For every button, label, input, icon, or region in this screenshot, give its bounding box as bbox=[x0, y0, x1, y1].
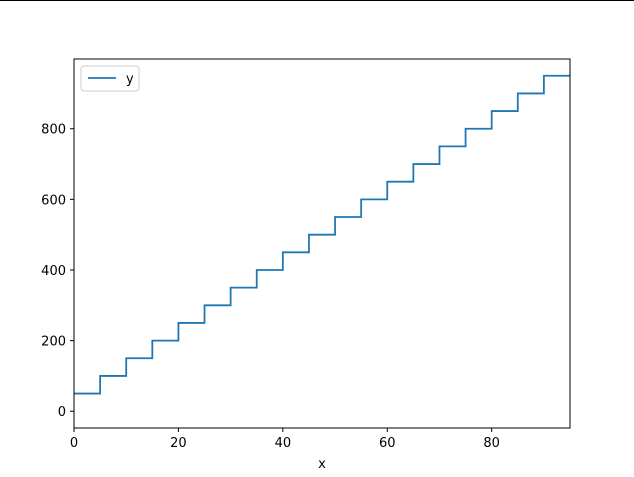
axes-frame bbox=[73, 58, 571, 429]
x-axis-label: x bbox=[318, 457, 326, 472]
y-tick-label: 200 bbox=[41, 335, 66, 350]
y-tick-label: 800 bbox=[41, 123, 66, 138]
series-layer bbox=[74, 74, 570, 395]
y-tick-label: 0 bbox=[58, 405, 66, 420]
top-border-line bbox=[0, 0, 634, 1]
x-tick-label: 20 bbox=[170, 436, 187, 451]
y-tick-label: 400 bbox=[41, 264, 66, 279]
x-tick-label: 0 bbox=[70, 436, 78, 451]
y-tick-label: 600 bbox=[41, 193, 66, 208]
plot-area bbox=[74, 59, 570, 428]
axes-layer bbox=[73, 58, 571, 429]
x-tick-label: 40 bbox=[275, 436, 292, 451]
legend-label: y bbox=[126, 72, 134, 87]
x-tick-label: 80 bbox=[483, 436, 500, 451]
legend: y bbox=[80, 65, 140, 92]
x-tick-label: 60 bbox=[379, 436, 396, 451]
series-line-y bbox=[74, 74, 570, 395]
